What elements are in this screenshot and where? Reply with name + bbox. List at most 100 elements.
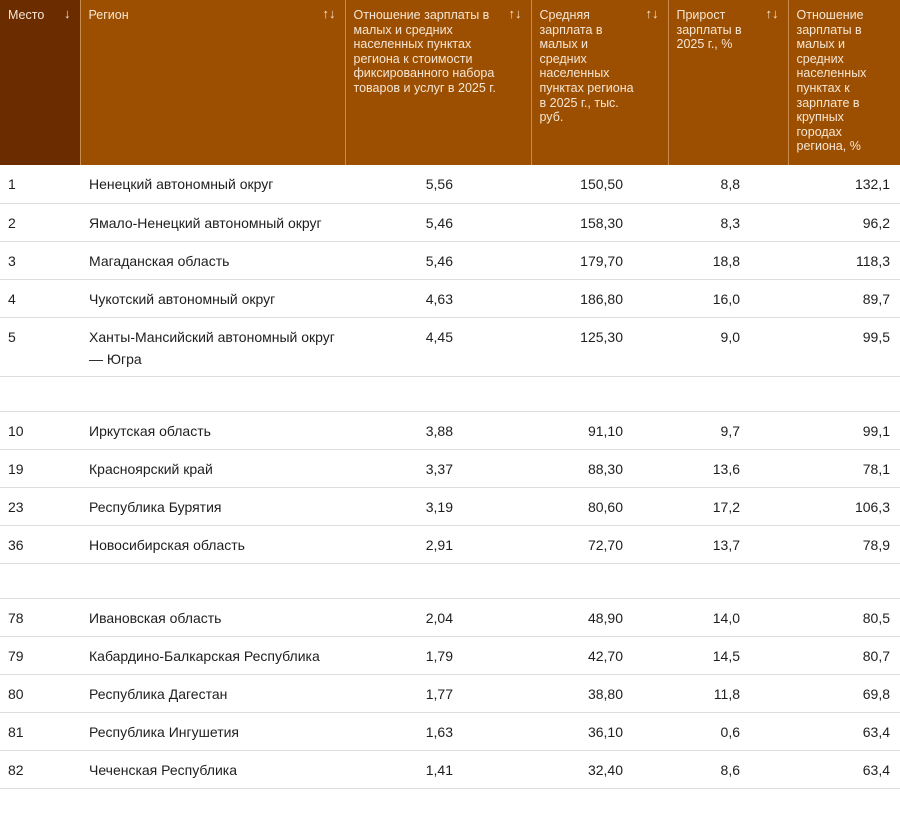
- sort-icon[interactable]: ↑↓: [765, 6, 779, 21]
- growth-cell: 13,6: [668, 449, 788, 488]
- place-cell: 23: [0, 487, 80, 526]
- region-cell: Новосибирская область: [80, 525, 345, 564]
- sort-icon[interactable]: ↑↓: [508, 6, 522, 21]
- growth-cell: 13,7: [668, 525, 788, 564]
- separator-cell: [0, 563, 900, 599]
- table-row: 4 Чукотский автономный округ 4,63 186,80 16,…: [0, 279, 900, 318]
- ratio-cities-cell: 132,1: [788, 165, 900, 204]
- avg-salary-cell: 36,10: [531, 712, 668, 751]
- avg-salary-cell: 158,30: [531, 203, 668, 242]
- column-header-ratio-basket[interactable]: Отношение зарплаты в малых и средних нас…: [345, 0, 532, 165]
- avg-salary-cell: 88,30: [531, 449, 668, 488]
- column-header-growth[interactable]: Прирост зарплаты в 2025 г., % ↑↓: [668, 0, 789, 165]
- sort-down-icon[interactable]: ↓: [64, 6, 71, 21]
- growth-cell: 8,3: [668, 203, 788, 242]
- table-row: 10 Иркутская область 3,88 91,10 9,7 99,1: [0, 411, 900, 450]
- ratio-basket-cell: 2,91: [345, 525, 531, 564]
- table-row: 80 Республика Дагестан 1,77 38,80 11,8 69,8: [0, 674, 900, 713]
- table-row: 19 Красноярский край 3,37 88,30 13,6 78,1: [0, 449, 900, 488]
- place-cell: 10: [0, 411, 80, 450]
- separator-cell: [0, 376, 900, 412]
- ratio-cities-cell: 89,7: [788, 279, 900, 318]
- place-cell: 1: [0, 165, 80, 204]
- place-cell: 4: [0, 279, 80, 318]
- ratio-basket-cell: 3,19: [345, 487, 531, 526]
- ratio-basket-cell: 5,46: [345, 241, 531, 280]
- growth-cell: 8,6: [668, 750, 788, 789]
- table-row: 82 Чеченская Республика 1,41 32,40 8,6 63,4: [0, 750, 900, 789]
- column-label: Средняя зарплата в малых и средних насел…: [539, 8, 634, 125]
- region-cell: Республика Бурятия: [80, 487, 345, 526]
- place-cell: 2: [0, 203, 80, 242]
- ratio-cities-cell: 69,8: [788, 674, 900, 713]
- avg-salary-cell: 125,30: [531, 317, 668, 377]
- ratio-basket-cell: 3,88: [345, 411, 531, 450]
- column-label: Регион: [88, 8, 129, 22]
- avg-salary-cell: 42,70: [531, 636, 668, 675]
- place-cell: 80: [0, 674, 80, 713]
- column-header-avg-salary[interactable]: Средняя зарплата в малых и средних насел…: [531, 0, 669, 165]
- region-cell: Ненецкий автономный округ: [80, 165, 345, 204]
- ratio-cities-cell: 63,4: [788, 712, 900, 751]
- region-cell: Ханты-Мансийский автономный округ — Югра: [80, 317, 345, 377]
- column-label: Прирост зарплаты в 2025 г., %: [676, 8, 742, 52]
- ratio-cities-cell: 96,2: [788, 203, 900, 242]
- column-label: Отношение зарплаты в малых и средних нас…: [353, 8, 496, 95]
- place-cell: 5: [0, 317, 80, 377]
- ratio-basket-cell: 3,37: [345, 449, 531, 488]
- region-cell: Чукотский автономный округ: [80, 279, 345, 318]
- ratio-basket-cell: 2,04: [345, 598, 531, 637]
- table-row: 23 Республика Бурятия 3,19 80,60 17,2 106,3: [0, 487, 900, 526]
- avg-salary-cell: 91,10: [531, 411, 668, 450]
- separator-row: [0, 563, 900, 599]
- growth-cell: 9,0: [668, 317, 788, 377]
- column-header-ratio-cities: Отношение зарплаты в малых и средних нас…: [788, 0, 900, 165]
- ratio-cities-cell: 78,1: [788, 449, 900, 488]
- ratio-basket-cell: 1,79: [345, 636, 531, 675]
- growth-cell: 14,0: [668, 598, 788, 637]
- ratio-cities-cell: 80,7: [788, 636, 900, 675]
- growth-cell: 0,6: [668, 712, 788, 751]
- place-cell: 19: [0, 449, 80, 488]
- ratio-cities-cell: 99,5: [788, 317, 900, 377]
- table-row: 1 Ненецкий автономный округ 5,56 150,50 8,8 1…: [0, 165, 900, 204]
- avg-salary-cell: 48,90: [531, 598, 668, 637]
- growth-cell: 18,8: [668, 241, 788, 280]
- table-row: 2 Ямало-Ненецкий автономный округ 5,46 158,…: [0, 203, 900, 242]
- sort-icon[interactable]: ↑↓: [322, 6, 336, 21]
- sort-icon[interactable]: ↑↓: [645, 6, 659, 21]
- growth-cell: 16,0: [668, 279, 788, 318]
- ratio-cities-cell: 80,5: [788, 598, 900, 637]
- column-header-region[interactable]: Регион ↑↓: [80, 0, 346, 165]
- growth-cell: 14,5: [668, 636, 788, 675]
- table-row: 5 Ханты-Мансийский автономный округ — Югр…: [0, 317, 900, 377]
- column-label: Место: [8, 8, 45, 22]
- ratio-basket-cell: 5,46: [345, 203, 531, 242]
- ranking-table: Место ↓ Регион ↑↓ Отношение зарплаты в мал…: [0, 0, 900, 789]
- avg-salary-cell: 186,80: [531, 279, 668, 318]
- ratio-cities-cell: 63,4: [788, 750, 900, 789]
- table-row: 3 Магаданская область 5,46 179,70 18,8 118,3: [0, 241, 900, 280]
- region-cell: Чеченская Республика: [80, 750, 345, 789]
- place-cell: 3: [0, 241, 80, 280]
- header-row: Место ↓ Регион ↑↓ Отношение зарплаты в мал…: [0, 0, 900, 165]
- avg-salary-cell: 72,70: [531, 525, 668, 564]
- region-cell: Республика Ингушетия: [80, 712, 345, 751]
- avg-salary-cell: 179,70: [531, 241, 668, 280]
- ratio-cities-cell: 78,9: [788, 525, 900, 564]
- ratio-basket-cell: 4,63: [345, 279, 531, 318]
- column-header-place[interactable]: Место ↓: [0, 0, 81, 165]
- ratio-cities-cell: 118,3: [788, 241, 900, 280]
- avg-salary-cell: 80,60: [531, 487, 668, 526]
- ratio-cities-cell: 99,1: [788, 411, 900, 450]
- avg-salary-cell: 38,80: [531, 674, 668, 713]
- separator-row: [0, 376, 900, 412]
- place-cell: 79: [0, 636, 80, 675]
- ratio-basket-cell: 4,45: [345, 317, 531, 377]
- ratio-basket-cell: 1,63: [345, 712, 531, 751]
- ratio-cities-cell: 106,3: [788, 487, 900, 526]
- region-cell: Кабардино-Балкарская Республика: [80, 636, 345, 675]
- ratio-basket-cell: 5,56: [345, 165, 531, 204]
- growth-cell: 17,2: [668, 487, 788, 526]
- place-cell: 81: [0, 712, 80, 751]
